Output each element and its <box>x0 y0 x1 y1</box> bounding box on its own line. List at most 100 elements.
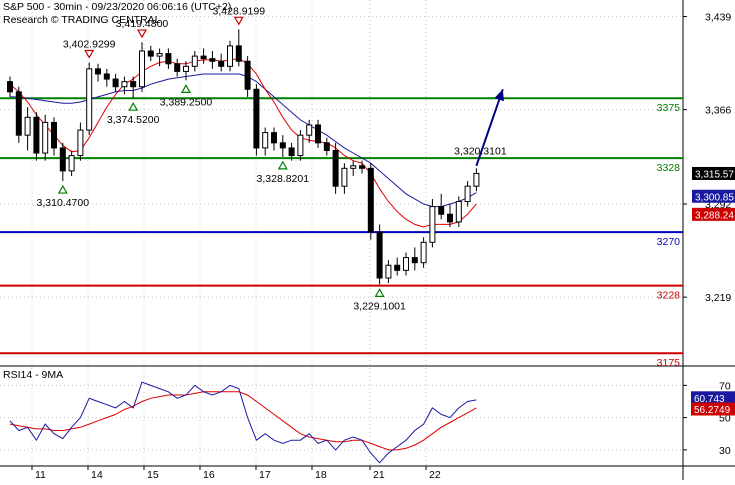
level-label: 3375 <box>657 102 681 114</box>
candle-up <box>455 200 462 223</box>
candle-up <box>403 257 409 271</box>
price-badge-label: 3,300.85 <box>695 192 734 203</box>
swing-low-label: 3,328.8201 <box>257 173 310 185</box>
candle-up <box>191 55 198 67</box>
candle-up <box>42 121 49 154</box>
rsi-badge <box>691 391 735 405</box>
swing-high-label: 3,419.4800 <box>116 18 169 30</box>
candle-down <box>103 73 110 80</box>
candle-up <box>139 50 145 88</box>
x-tick-label: 16 <box>203 469 215 480</box>
x-tick-label: 14 <box>91 469 103 480</box>
candle-down <box>376 231 383 279</box>
candle-down <box>367 167 374 233</box>
candle-down <box>15 91 22 136</box>
candle-up <box>24 116 31 136</box>
x-tick-label: 15 <box>147 469 159 480</box>
level-label: 3175 <box>657 357 681 369</box>
chart-title: S&P 500 - 30min - 09/23/2020 06:06:16 (U… <box>3 1 232 13</box>
swing-high-marker <box>84 49 95 59</box>
rsi-series-9ma <box>9 391 477 451</box>
ma-fast-line <box>9 58 477 228</box>
candle-down <box>279 142 286 149</box>
candle-up <box>429 206 436 243</box>
candle-up <box>121 81 128 88</box>
candle-up <box>341 167 348 187</box>
x-tick-label: 18 <box>315 469 327 480</box>
candle-down <box>51 121 57 149</box>
rsi-title: RSI14 - 9MA <box>3 369 63 381</box>
forecast-arrow-head <box>494 89 504 102</box>
price-badge-label: 3,288.24 <box>695 210 734 221</box>
swing-low-marker <box>277 160 288 170</box>
candle-up <box>156 53 163 57</box>
swing-high-marker <box>136 29 148 39</box>
candle-up <box>350 165 357 169</box>
rsi-tick-label: 70 <box>719 380 731 392</box>
candle-up <box>68 155 75 172</box>
rsi-tick-label: 30 <box>719 445 731 457</box>
swing-low-label: 3,374.5200 <box>107 114 160 126</box>
x-tick-label: 22 <box>429 469 441 480</box>
candle-down <box>200 55 207 60</box>
rsi-badge <box>691 402 735 416</box>
price-badge <box>692 207 735 221</box>
candle-up <box>262 132 269 149</box>
y-tick-label: 3,439 <box>705 12 731 24</box>
x-tick-label: 21 <box>373 469 385 480</box>
swing-low-marker <box>180 84 192 93</box>
candle-down <box>218 60 225 67</box>
rsi-badge-label: 56.2749 <box>694 405 731 416</box>
candle-down <box>271 132 277 144</box>
y-tick-label: 3,219 <box>705 292 731 304</box>
x-tick-label: 17 <box>259 469 271 480</box>
swing-low-marker <box>57 184 68 194</box>
swing-low-label: 3,229.1001 <box>353 300 406 312</box>
level-label: 3328 <box>657 162 681 174</box>
candle-down <box>359 165 365 169</box>
rsi-series-rsi14 <box>9 381 477 464</box>
y-tick-label: 3,366 <box>705 105 731 117</box>
candle-up <box>473 172 480 187</box>
candle-up <box>86 68 93 131</box>
candle-down <box>174 63 181 72</box>
swing-low-marker <box>128 101 139 111</box>
price-badge <box>692 166 735 180</box>
candle-up <box>227 45 233 67</box>
chart-source: Research © TRADING CENTRAL <box>3 14 161 26</box>
rsi-tick-label: 50 <box>719 413 731 425</box>
candle-down <box>7 81 13 93</box>
swing-low-label: 3,389.2500 <box>160 96 213 108</box>
level-label: 3228 <box>657 290 681 302</box>
candle-down <box>147 50 154 57</box>
candle-down <box>130 81 137 88</box>
swing-high-label: 3,402.9299 <box>63 38 116 50</box>
candle-down <box>244 60 251 90</box>
candle-up <box>464 185 471 202</box>
candle-down <box>323 142 330 151</box>
candle-up <box>420 241 427 264</box>
x-tick-label: 11 <box>35 469 46 480</box>
forecast-arrow <box>475 88 504 167</box>
candle-down <box>447 213 453 223</box>
candle-up <box>385 264 392 279</box>
candle-down <box>394 264 401 271</box>
candle-down <box>288 147 295 157</box>
swing-high-label: 3,428.9199 <box>213 5 266 17</box>
candle-down <box>438 206 445 215</box>
candle-down <box>411 257 418 264</box>
candle-up <box>77 129 84 157</box>
candle-down <box>112 78 119 88</box>
price-badge <box>692 189 735 203</box>
candle-down <box>235 45 242 62</box>
candle-up <box>183 65 189 72</box>
candle-down <box>59 147 66 172</box>
rsi-badge-label: 60.743 <box>694 394 725 405</box>
candle-down <box>209 58 216 62</box>
swing-high-marker <box>233 16 244 26</box>
candle-down <box>332 149 339 187</box>
candle-down <box>165 53 172 65</box>
candle-up <box>297 134 304 157</box>
